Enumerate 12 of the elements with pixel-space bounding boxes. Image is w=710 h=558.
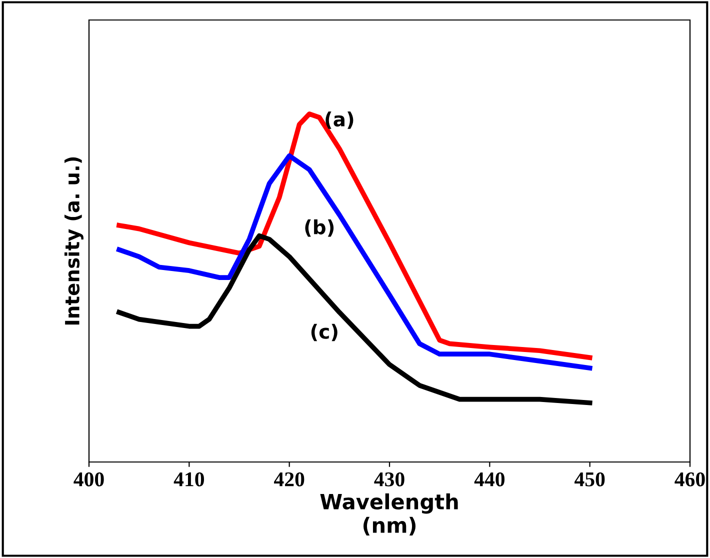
x-tick-label: 460 <box>674 472 705 486</box>
x-axis-title: Wavelength (nm) <box>320 493 458 536</box>
x-tick-label: 450 <box>574 472 605 486</box>
x-tick-label: 400 <box>74 472 104 486</box>
x-tick-label: 410 <box>174 472 204 486</box>
series-label: (b) <box>305 219 334 237</box>
x-tick-label: 440 <box>474 472 504 486</box>
x-tick-label: 430 <box>374 472 404 486</box>
series-label: (a) <box>326 112 354 129</box>
y-axis-title: Intensity (a. u.) <box>64 157 84 325</box>
x-tick-label: 420 <box>274 472 304 486</box>
series-label: (c) <box>311 324 338 342</box>
